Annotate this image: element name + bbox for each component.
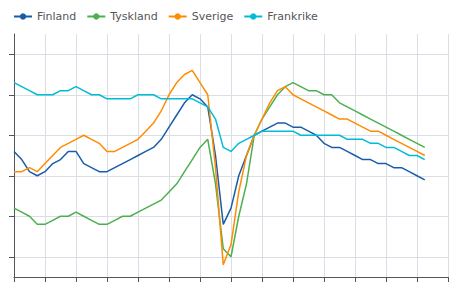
svg-text:Frankrike: Frankrike bbox=[267, 10, 318, 23]
svg-text:Tyskland: Tyskland bbox=[109, 10, 157, 23]
svg-text:Sverige: Sverige bbox=[192, 10, 234, 23]
svg-text:Finland: Finland bbox=[37, 10, 76, 23]
